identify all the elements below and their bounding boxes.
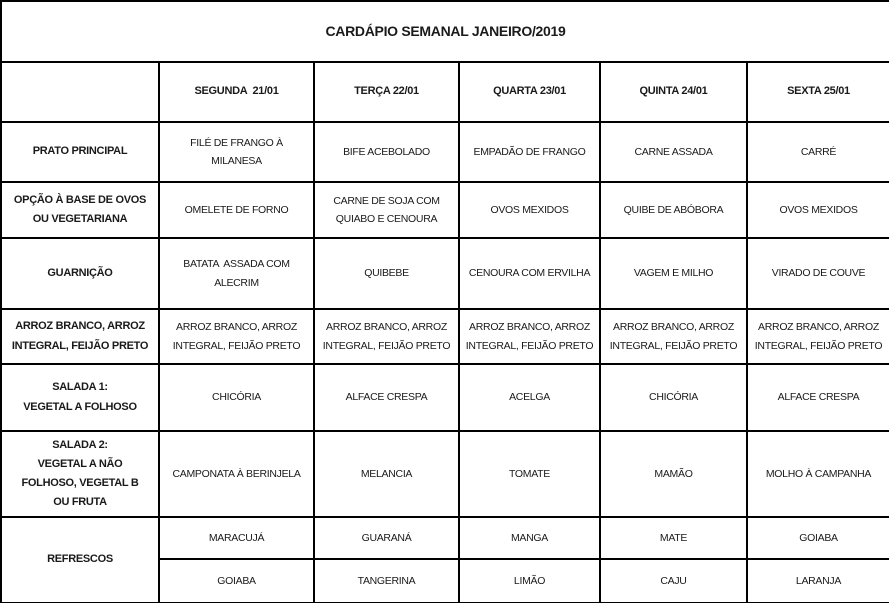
row-label-guarnicao: GUARNIÇÃO: [0, 237, 160, 310]
menu-cell: OMELETE DE FORNO: [158, 181, 315, 239]
header-row: SEGUNDA 21/01 TERÇA 22/01 QUARTA 23/01 Q…: [0, 61, 889, 123]
row-label-arroz-feijao: ARROZ BRANCO, ARROZ INTEGRAL, FEIJÃO PRE…: [0, 308, 160, 365]
menu-cell: CARNE ASSADA: [599, 121, 748, 183]
menu-cell: MAMÃO: [599, 430, 748, 518]
row-salada-2: SALADA 2: VEGETAL A NÃO FOLHOSO, VEGETAL…: [0, 430, 889, 518]
menu-cell: TANGERINA: [313, 558, 460, 603]
row-label-salada-1: SALADA 1: VEGETAL A FOLHOSO: [0, 363, 160, 432]
row-opcao-ovos-vegetariana: OPÇÃO À BASE DE OVOS OU VEGETARIANA OMEL…: [0, 181, 889, 239]
menu-cell: OVOS MEXIDOS: [746, 181, 889, 239]
row-guarnicao: GUARNIÇÃO BATATA ASSADA COM ALECRIM QUIB…: [0, 237, 889, 310]
menu-cell: BIFE ACEBOLADO: [313, 121, 460, 183]
menu-cell: ACELGA: [458, 363, 601, 432]
menu-cell: GOIABA: [746, 516, 889, 560]
menu-cell: EMPADÃO DE FRANGO: [458, 121, 601, 183]
row-label-refrescos: REFRESCOS: [0, 516, 160, 603]
menu-cell: BATATA ASSADA COM ALECRIM: [158, 237, 315, 310]
menu-cell: ARROZ BRANCO, ARROZ INTEGRAL, FEIJÃO PRE…: [746, 308, 889, 365]
menu-cell: MOLHO À CAMPANHA: [746, 430, 889, 518]
menu-cell: ARROZ BRANCO, ARROZ INTEGRAL, FEIJÃO PRE…: [458, 308, 601, 365]
menu-cell: CENOURA COM ERVILHA: [458, 237, 601, 310]
menu-cell: LARANJA: [746, 558, 889, 603]
menu-cell: GUARANÁ: [313, 516, 460, 560]
row-label-prato-principal: PRATO PRINCIPAL: [0, 121, 160, 183]
menu-cell: ARROZ BRANCO, ARROZ INTEGRAL, FEIJÃO PRE…: [158, 308, 315, 365]
column-header-quinta: QUINTA 24/01: [599, 61, 748, 123]
menu-cell: MARACUJÁ: [158, 516, 315, 560]
menu-cell: ARROZ BRANCO, ARROZ INTEGRAL, FEIJÃO PRE…: [313, 308, 460, 365]
row-label-opcao-ovos-vegetariana: OPÇÃO À BASE DE OVOS OU VEGETARIANA: [0, 181, 160, 239]
corner-cell: [0, 61, 160, 123]
row-arroz-feijao: ARROZ BRANCO, ARROZ INTEGRAL, FEIJÃO PRE…: [0, 308, 889, 365]
menu-cell: OVOS MEXIDOS: [458, 181, 601, 239]
menu-cell: QUIBE DE ABÓBORA: [599, 181, 748, 239]
menu-cell: TOMATE: [458, 430, 601, 518]
row-label-salada-2: SALADA 2: VEGETAL A NÃO FOLHOSO, VEGETAL…: [0, 430, 160, 518]
column-header-sexta: SEXTA 25/01: [746, 61, 889, 123]
column-header-terca: TERÇA 22/01: [313, 61, 460, 123]
menu-cell: MATE: [599, 516, 748, 560]
menu-cell: CHICÓRIA: [599, 363, 748, 432]
menu-cell: MANGA: [458, 516, 601, 560]
title-row: CARDÁPIO SEMANAL JANEIRO/2019: [0, 0, 889, 63]
menu-cell: CHICÓRIA: [158, 363, 315, 432]
menu-cell: ALFACE CRESPA: [313, 363, 460, 432]
menu-cell: VIRADO DE COUVE: [746, 237, 889, 310]
column-header-quarta: QUARTA 23/01: [458, 61, 601, 123]
row-prato-principal: PRATO PRINCIPAL FILÉ DE FRANGO À MILANES…: [0, 121, 889, 183]
menu-cell: ARROZ BRANCO, ARROZ INTEGRAL, FEIJÃO PRE…: [599, 308, 748, 365]
column-header-segunda: SEGUNDA 21/01: [158, 61, 315, 123]
menu-cell: CAJU: [599, 558, 748, 603]
menu-cell: ALFACE CRESPA: [746, 363, 889, 432]
row-salada-1: SALADA 1: VEGETAL A FOLHOSO CHICÓRIA ALF…: [0, 363, 889, 432]
menu-cell: FILÉ DE FRANGO À MILANESA: [158, 121, 315, 183]
menu-cell: CARRÉ: [746, 121, 889, 183]
menu-cell: CAMPONATA À BERINJELA: [158, 430, 315, 518]
menu-cell: QUIBEBE: [313, 237, 460, 310]
table-title: CARDÁPIO SEMANAL JANEIRO/2019: [0, 0, 889, 63]
row-refrescos-bottom: GOIABA TANGERINA LIMÃO CAJU LARANJA: [1, 558, 889, 603]
menu-cell: GOIABA: [158, 558, 315, 603]
menu-cell: VAGEM E MILHO: [599, 237, 748, 310]
menu-cell: CARNE DE SOJA COM QUIABO E CENOURA: [313, 181, 460, 239]
menu-cell: LIMÃO: [458, 558, 601, 603]
row-refrescos-top: REFRESCOS MARACUJÁ GUARANÁ MANGA MATE GO…: [0, 516, 889, 603]
menu-cell: MELANCIA: [313, 430, 460, 518]
